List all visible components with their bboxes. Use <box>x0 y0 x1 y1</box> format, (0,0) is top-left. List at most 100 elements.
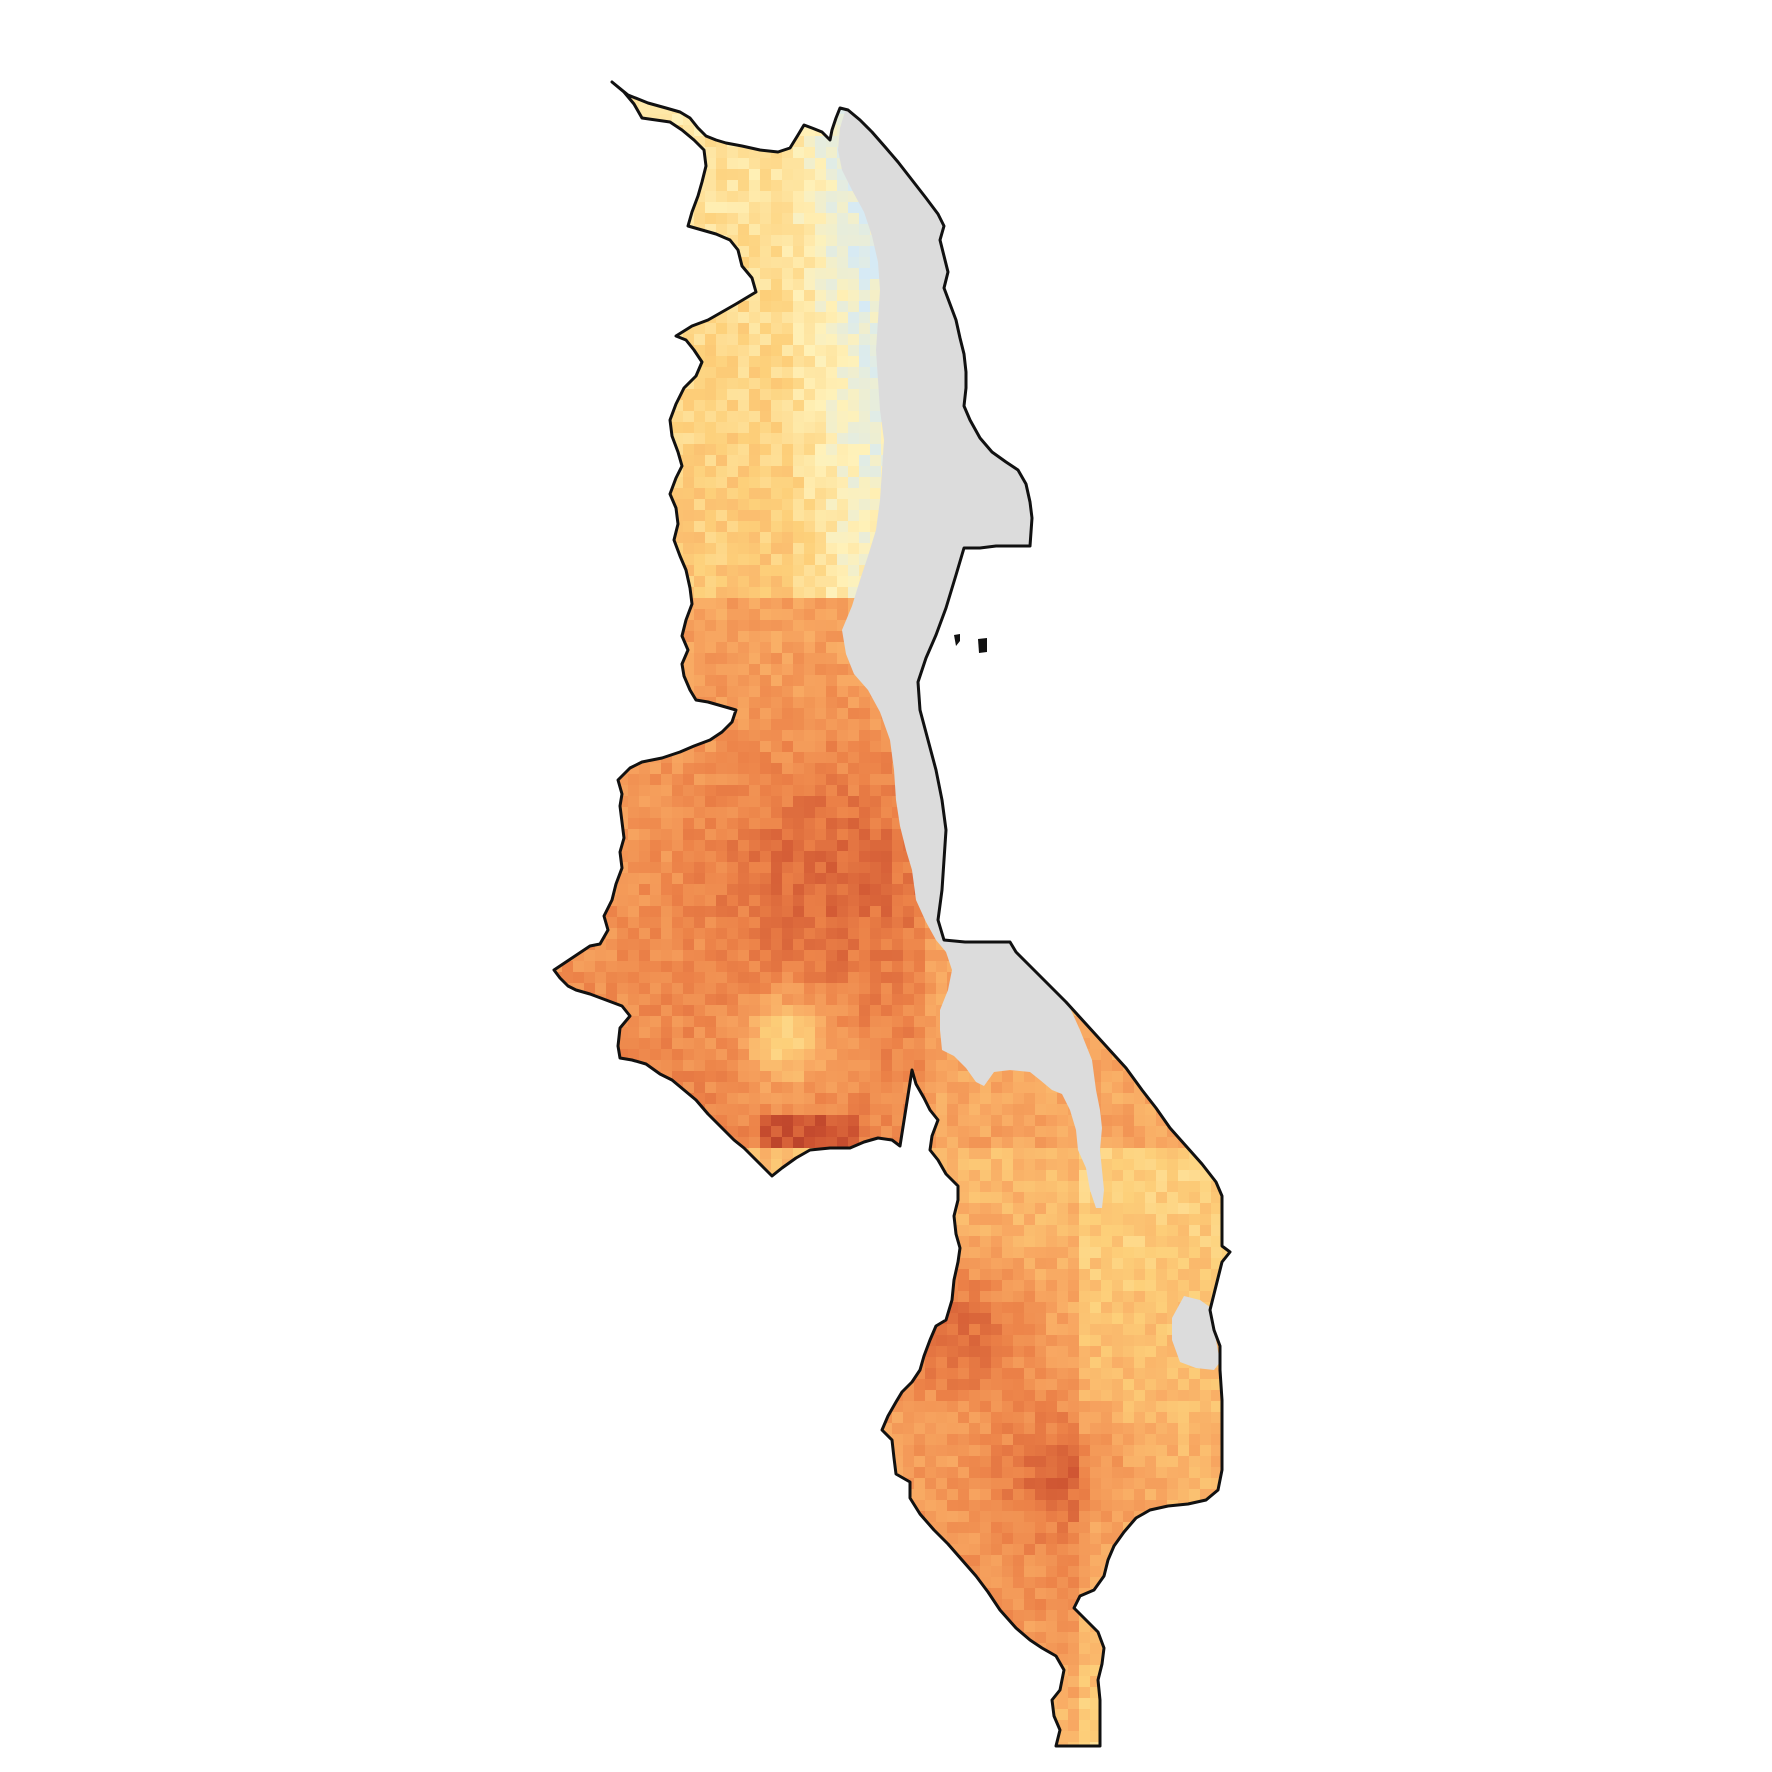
raster-cell <box>749 884 761 896</box>
raster-cell <box>738 257 750 269</box>
raster-cell <box>672 895 684 907</box>
raster-cell <box>760 444 772 456</box>
raster-cell <box>804 796 816 808</box>
raster-cell <box>716 191 728 203</box>
raster-cell <box>815 664 827 676</box>
raster-cell <box>826 873 838 885</box>
raster-cell <box>705 213 717 225</box>
raster-cell <box>727 686 739 698</box>
raster-cell <box>694 840 706 852</box>
raster-cell <box>760 818 772 830</box>
raster-cell <box>815 455 827 467</box>
raster-cell <box>870 279 882 291</box>
raster-cell <box>705 862 717 874</box>
raster-cell <box>694 532 706 544</box>
raster-cell <box>639 796 651 808</box>
raster-cell <box>793 488 805 500</box>
raster-cell <box>804 818 816 830</box>
raster-cell <box>848 697 860 709</box>
raster-cell <box>837 664 849 676</box>
raster-cell <box>738 147 750 159</box>
raster-cell <box>749 598 761 610</box>
raster-cell <box>738 620 750 632</box>
raster-cell <box>870 411 882 423</box>
raster-cell <box>793 323 805 335</box>
raster-cell <box>694 136 706 148</box>
raster-cell <box>914 917 926 929</box>
raster-cell <box>749 334 761 346</box>
raster-cell <box>694 378 706 390</box>
raster-cell <box>683 455 695 467</box>
raster-cell <box>815 851 827 863</box>
raster-cell <box>738 807 750 819</box>
raster-cell <box>826 411 838 423</box>
raster-cell <box>661 829 673 841</box>
raster-cell <box>870 840 882 852</box>
raster-cell <box>760 631 772 643</box>
raster-cell <box>837 510 849 522</box>
raster-cell <box>804 400 816 412</box>
raster-cell <box>705 499 717 511</box>
raster-cell <box>683 532 695 544</box>
raster-cell <box>859 290 871 302</box>
raster-cell <box>716 466 728 478</box>
raster-cell <box>837 246 849 258</box>
raster-cell <box>760 609 772 621</box>
raster-cell <box>804 686 816 698</box>
raster-cell <box>727 631 739 643</box>
raster-cell <box>793 345 805 357</box>
raster-cell <box>837 268 849 280</box>
raster-cell <box>716 202 728 214</box>
raster-cell <box>793 818 805 830</box>
raster-cell <box>683 851 695 863</box>
raster-cell <box>694 400 706 412</box>
raster-cell <box>760 873 772 885</box>
raster-cell <box>826 752 838 764</box>
raster-cell <box>760 191 772 203</box>
raster-cell <box>881 895 893 907</box>
raster-cell <box>760 213 772 225</box>
raster-cell <box>793 411 805 423</box>
raster-cell <box>661 873 673 885</box>
raster-cell <box>771 543 783 555</box>
raster-cell <box>738 202 750 214</box>
raster-cell <box>716 312 728 324</box>
raster-cell <box>859 301 871 313</box>
raster-cell <box>606 917 618 929</box>
raster-cell <box>705 400 717 412</box>
raster-cell <box>661 884 673 896</box>
raster-cell <box>826 147 838 159</box>
raster-cell <box>672 796 684 808</box>
raster-cell <box>848 268 860 280</box>
raster-cell <box>771 356 783 368</box>
raster-cell <box>859 444 871 456</box>
raster-cell <box>782 400 794 412</box>
raster-cell <box>804 642 816 654</box>
raster-cell <box>870 719 882 731</box>
raster-cell <box>716 334 728 346</box>
raster-cell <box>650 840 662 852</box>
raster-cell <box>848 433 860 445</box>
raster-cell <box>870 873 882 885</box>
raster-cell <box>749 312 761 324</box>
raster-cell <box>716 829 728 841</box>
raster-cell <box>716 345 728 357</box>
raster-cell <box>859 818 871 830</box>
raster-cell <box>826 730 838 742</box>
raster-cell <box>848 378 860 390</box>
raster-cell <box>617 851 629 863</box>
raster-cell <box>837 620 849 632</box>
raster-cell <box>771 521 783 533</box>
raster-cell <box>749 576 761 588</box>
raster-cell <box>793 752 805 764</box>
raster-cell <box>639 862 651 874</box>
raster-cell <box>870 389 882 401</box>
raster-cell <box>672 411 684 423</box>
raster-cell <box>727 730 739 742</box>
raster-cell <box>782 917 794 929</box>
raster-cell <box>826 741 838 753</box>
raster-cell <box>782 312 794 324</box>
raster-cell <box>837 697 849 709</box>
raster-cell <box>628 796 640 808</box>
raster-cell <box>837 169 849 181</box>
